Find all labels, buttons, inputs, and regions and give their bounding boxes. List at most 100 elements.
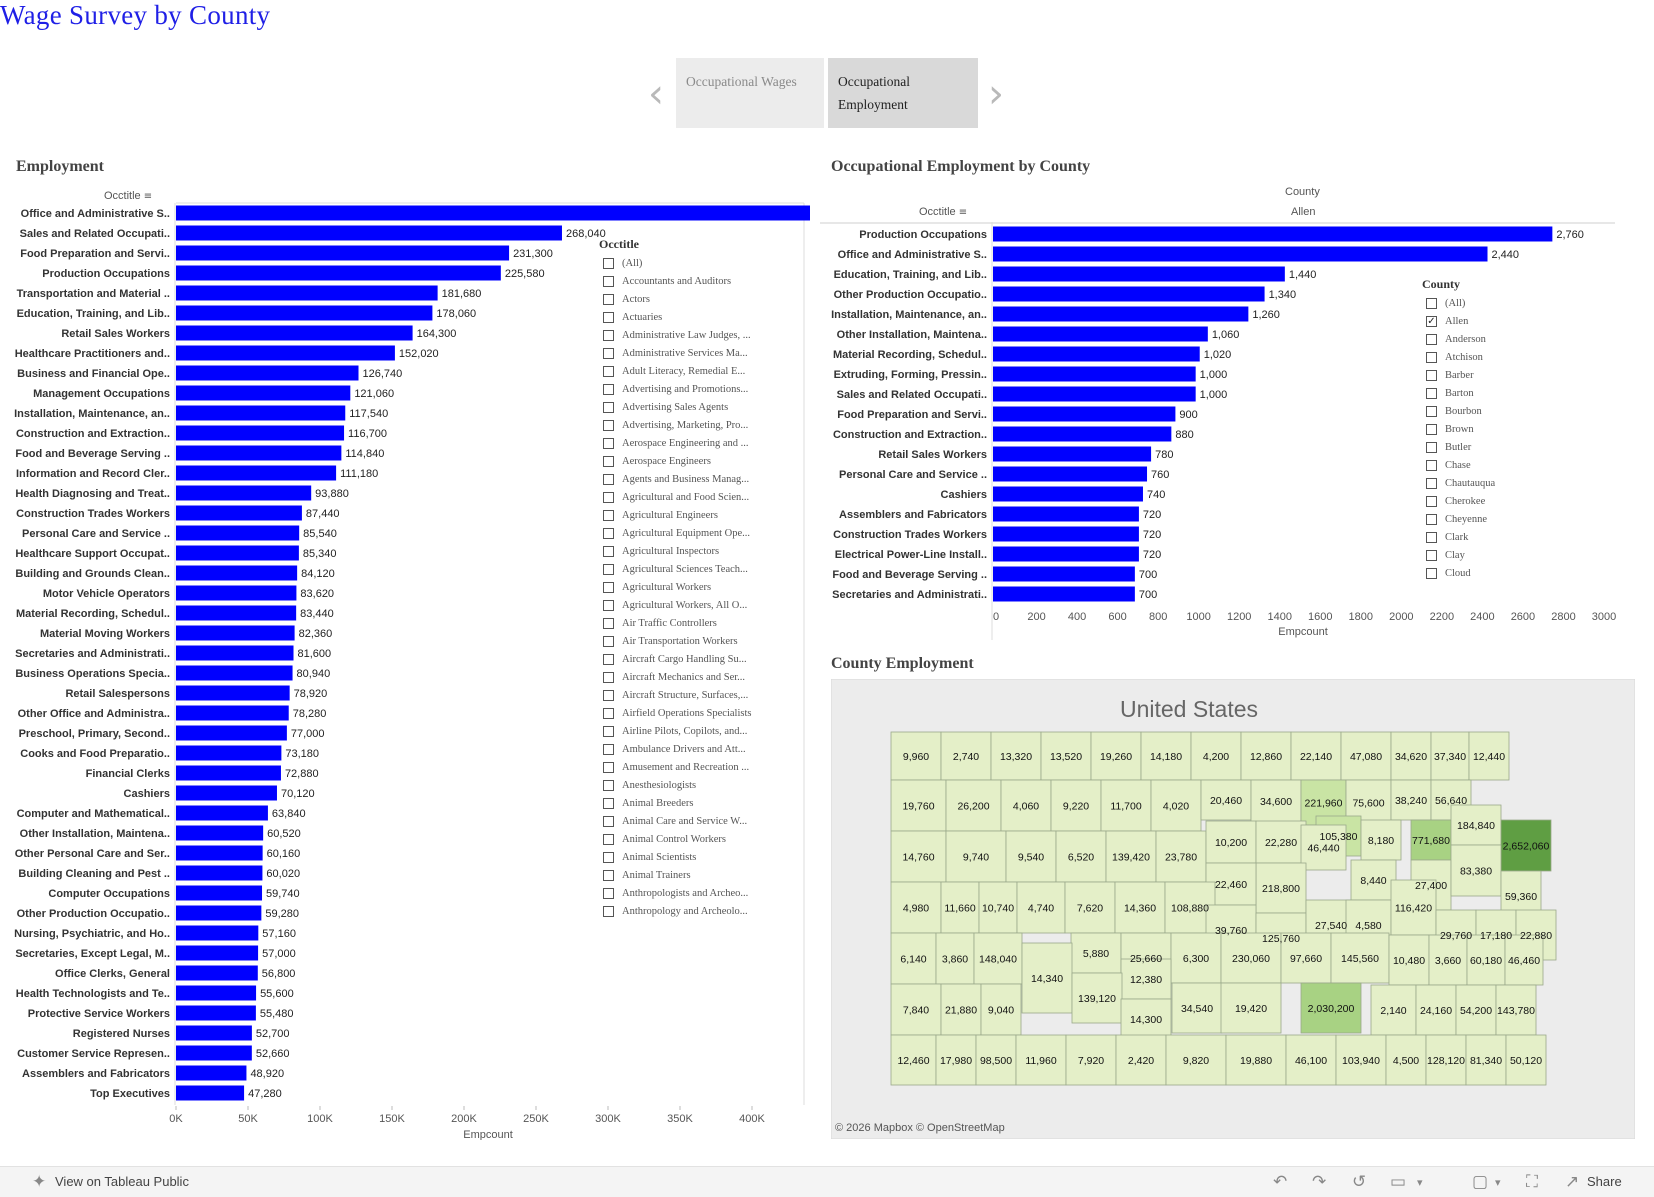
filter-option[interactable]: Cherokee xyxy=(1426,492,1546,510)
filter-option[interactable]: Ambulance Drivers and Att... xyxy=(603,740,763,758)
checkbox[interactable] xyxy=(1426,405,1437,417)
checkbox-checked[interactable]: ✓ xyxy=(1426,315,1437,327)
checkbox[interactable] xyxy=(603,599,614,611)
filter-option[interactable]: Air Transportation Workers xyxy=(603,632,763,650)
filter-option[interactable]: Advertising, Marketing, Pro... xyxy=(603,416,763,434)
filter-option[interactable]: Aircraft Structure, Surfaces,... xyxy=(603,686,763,704)
filter-option[interactable]: Animal Control Workers xyxy=(603,830,763,848)
checkbox[interactable] xyxy=(603,887,614,899)
fullscreen-icon[interactable]: ⛶ xyxy=(1526,1172,1538,1192)
filter-option[interactable]: Brown xyxy=(1426,420,1546,438)
filter-option[interactable]: Chase xyxy=(1426,456,1546,474)
checkbox[interactable] xyxy=(603,275,614,287)
checkbox[interactable] xyxy=(603,617,614,629)
checkbox[interactable] xyxy=(603,635,614,647)
filter-option[interactable]: Clark xyxy=(1426,528,1546,546)
county-filter-list[interactable]: (All) ✓ Allen Anderson Atchison Barber Barton B… xyxy=(1426,294,1546,587)
checkbox[interactable] xyxy=(603,581,614,593)
filter-option[interactable]: Administrative Services Ma... xyxy=(603,344,763,362)
checkbox[interactable] xyxy=(1426,531,1437,543)
occtitle-column-header-right[interactable]: Occtitle ≡ xyxy=(919,206,967,218)
filter-option[interactable]: Animal Breeders xyxy=(603,794,763,812)
comment-icon[interactable]: ▢ xyxy=(1472,1172,1489,1192)
checkbox[interactable] xyxy=(603,797,614,809)
filter-option[interactable]: ✓ Allen xyxy=(1426,312,1546,330)
checkbox[interactable] xyxy=(603,779,614,791)
filter-option[interactable]: (All) xyxy=(603,254,763,272)
checkbox[interactable] xyxy=(603,473,614,485)
checkbox[interactable] xyxy=(603,365,614,377)
checkbox[interactable] xyxy=(603,383,614,395)
checkbox[interactable] xyxy=(1426,387,1437,399)
checkbox[interactable] xyxy=(603,401,614,413)
filter-option[interactable]: Atchison xyxy=(1426,348,1546,366)
checkbox[interactable] xyxy=(603,725,614,737)
checkbox[interactable] xyxy=(603,743,614,755)
checkbox[interactable] xyxy=(1426,297,1437,309)
filter-option[interactable]: Aircraft Mechanics and Ser... xyxy=(603,668,763,686)
filter-option[interactable]: Agricultural Sciences Teach... xyxy=(603,560,763,578)
filter-option[interactable]: Animal Trainers xyxy=(603,866,763,884)
checkbox[interactable] xyxy=(603,689,614,701)
checkbox[interactable] xyxy=(603,851,614,863)
filter-option[interactable]: Agricultural Engineers xyxy=(603,506,763,524)
checkbox[interactable] xyxy=(603,329,614,341)
occtitle-filter-list[interactable]: (All) Accountants and Auditors Actors Actua… xyxy=(603,254,763,927)
revert-icon[interactable]: ↺ xyxy=(1352,1172,1367,1192)
checkbox[interactable] xyxy=(603,527,614,539)
checkbox[interactable] xyxy=(1426,459,1437,471)
checkbox[interactable] xyxy=(603,455,614,467)
filter-option[interactable]: Aerospace Engineering and ... xyxy=(603,434,763,452)
filter-option[interactable]: (All) xyxy=(1426,294,1546,312)
comment-dropdown-icon[interactable]: ▾ xyxy=(1495,1176,1501,1189)
filter-option[interactable]: Amusement and Recreation ... xyxy=(603,758,763,776)
filter-option[interactable]: Aerospace Engineers xyxy=(603,452,763,470)
filter-option[interactable]: Adult Literacy, Remedial E... xyxy=(603,362,763,380)
checkbox[interactable] xyxy=(1426,549,1437,561)
checkbox[interactable] xyxy=(603,257,614,269)
tab-occupational-employment[interactable]: Occupational Employment xyxy=(828,58,978,128)
checkbox[interactable] xyxy=(603,437,614,449)
filter-option[interactable]: Administrative Law Judges, ... xyxy=(603,326,763,344)
checkbox[interactable] xyxy=(1426,477,1437,489)
checkbox[interactable] xyxy=(603,815,614,827)
filter-option[interactable]: Aircraft Cargo Handling Su... xyxy=(603,650,763,668)
checkbox[interactable] xyxy=(1426,423,1437,435)
occtitle-column-header[interactable]: Occtitle ≡ xyxy=(104,190,152,202)
undo-icon[interactable]: ↶ xyxy=(1273,1172,1288,1192)
checkbox[interactable] xyxy=(1426,567,1437,579)
checkbox[interactable] xyxy=(1426,441,1437,453)
view-on-tableau-link[interactable]: View on Tableau Public xyxy=(55,1174,189,1189)
filter-option[interactable]: Airfield Operations Specialists xyxy=(603,704,763,722)
checkbox[interactable] xyxy=(603,905,614,917)
share-icon[interactable]: ↗ xyxy=(1565,1172,1580,1192)
checkbox[interactable] xyxy=(603,653,614,665)
checkbox[interactable] xyxy=(1426,351,1437,363)
checkbox[interactable] xyxy=(603,419,614,431)
filter-option[interactable]: Cloud xyxy=(1426,564,1546,582)
sort-icon[interactable]: ≡ xyxy=(143,191,153,202)
filter-option[interactable]: Agricultural Inspectors xyxy=(603,542,763,560)
filter-option[interactable]: Advertising Sales Agents xyxy=(603,398,763,416)
filter-option[interactable]: Actuaries xyxy=(603,308,763,326)
filter-option[interactable]: Airline Pilots, Copilots, and... xyxy=(603,722,763,740)
checkbox[interactable] xyxy=(603,491,614,503)
checkbox[interactable] xyxy=(603,707,614,719)
pause-icon[interactable]: ▭ xyxy=(1390,1172,1407,1192)
checkbox[interactable] xyxy=(603,509,614,521)
checkbox[interactable] xyxy=(603,761,614,773)
filter-option[interactable]: Agricultural Workers, All O... xyxy=(603,596,763,614)
county-employment-map[interactable]: United States 9,960 2,740 13,320 13,520 19,26… xyxy=(831,679,1635,1139)
filter-option[interactable]: Actors xyxy=(603,290,763,308)
tableau-logo-icon[interactable]: ✦ xyxy=(32,1172,47,1192)
filter-option[interactable]: Barton xyxy=(1426,384,1546,402)
checkbox[interactable] xyxy=(1426,333,1437,345)
checkbox[interactable] xyxy=(603,869,614,881)
checkbox[interactable] xyxy=(603,833,614,845)
redo-icon[interactable]: ↷ xyxy=(1312,1172,1327,1192)
pause-dropdown-icon[interactable]: ▾ xyxy=(1417,1176,1423,1189)
tab-occupational-wages[interactable]: Occupational Wages xyxy=(676,58,824,128)
filter-option[interactable]: Anthropology and Archeolo... xyxy=(603,902,763,920)
checkbox[interactable] xyxy=(1426,495,1437,507)
filter-option[interactable]: Air Traffic Controllers xyxy=(603,614,763,632)
